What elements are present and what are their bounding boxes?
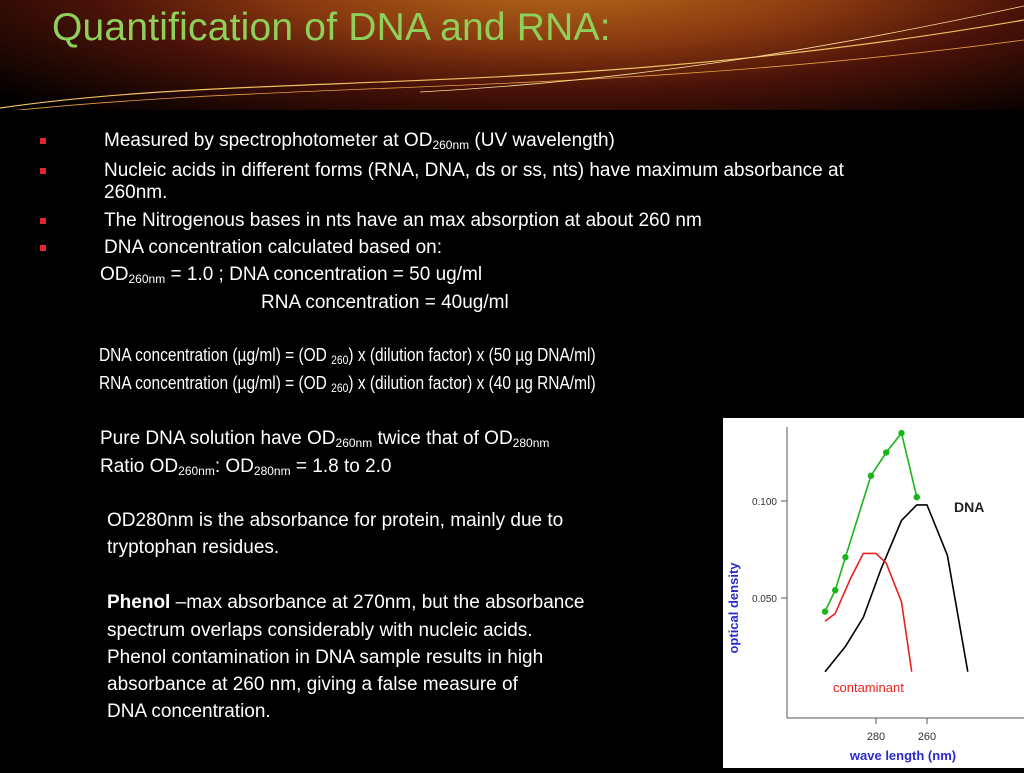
bullet-square-icon <box>40 245 46 251</box>
series-point <box>898 429 905 437</box>
od280-text-line: tryptophan residues. <box>107 537 280 558</box>
x-axis-label: wave length (nm) <box>849 748 956 763</box>
y-axis-label: optical density <box>726 562 741 654</box>
series-point <box>867 472 875 479</box>
series-point <box>842 554 849 561</box>
phenol-text-line: absorbance at 260 nm, giving a false mea… <box>107 674 518 695</box>
y-tick-label: 0.100 <box>752 497 777 508</box>
series-line <box>824 504 969 673</box>
banner-swoosh <box>0 5 1024 110</box>
od280-text-line: OD280nm is the absorbance for protein, m… <box>107 510 564 531</box>
series-point <box>821 608 829 615</box>
series-line <box>824 552 913 672</box>
y-tick-label: 0.050 <box>752 594 777 605</box>
slide-title: Quantification of DNA and RNA: <box>52 6 611 49</box>
x-tick-label: 260 <box>918 731 936 743</box>
bullet-square-icon <box>40 218 46 224</box>
phenol-text-line: DNA concentration. <box>107 701 271 722</box>
od-equivalence-line: OD260nm = 1.0 ; DNA concentration = 50 u… <box>100 264 483 286</box>
title-banner: Quantification of DNA and RNA: <box>0 0 1024 110</box>
purity-line: Pure DNA solution have OD260nm twice tha… <box>100 428 550 450</box>
phenol-text-line: Phenol contamination in DNA sample resul… <box>107 647 544 668</box>
absorbance-spectrum-chart: 0.100 0.050 280 260 optical density wave leng… <box>723 418 1024 768</box>
phenol-heading: Phenol <box>107 592 171 613</box>
bullet-square-icon <box>40 138 46 144</box>
x-tick-label: 280 <box>867 731 885 743</box>
dna-formula: DNA concentration (µg/ml) = (OD 260) x (… <box>99 345 596 367</box>
ratio-line: Ratio OD260nm: OD280nm = 1.8 to 2.0 <box>100 456 392 478</box>
rna-formula: RNA concentration (µg/ml) = (OD 260) x (… <box>99 373 596 395</box>
series-line <box>824 431 918 612</box>
phenol-text-line: spectrum overlaps considerably with nucl… <box>107 620 533 641</box>
phenol-text-line: Phenol –max absorbance at 270nm, but the… <box>107 592 585 613</box>
series-point <box>832 587 839 594</box>
contaminant-series-label: contaminant <box>833 680 904 695</box>
dna-series-label: DNA <box>954 499 984 515</box>
series-point <box>883 449 890 456</box>
rna-equivalence-line: RNA concentration = 40ug/ml <box>261 292 509 313</box>
series-point <box>913 493 920 501</box>
bullet-square-icon <box>40 168 46 174</box>
absorbance-spectrum-svg: 0.100 0.050 280 260 optical density wave leng… <box>726 427 1024 763</box>
